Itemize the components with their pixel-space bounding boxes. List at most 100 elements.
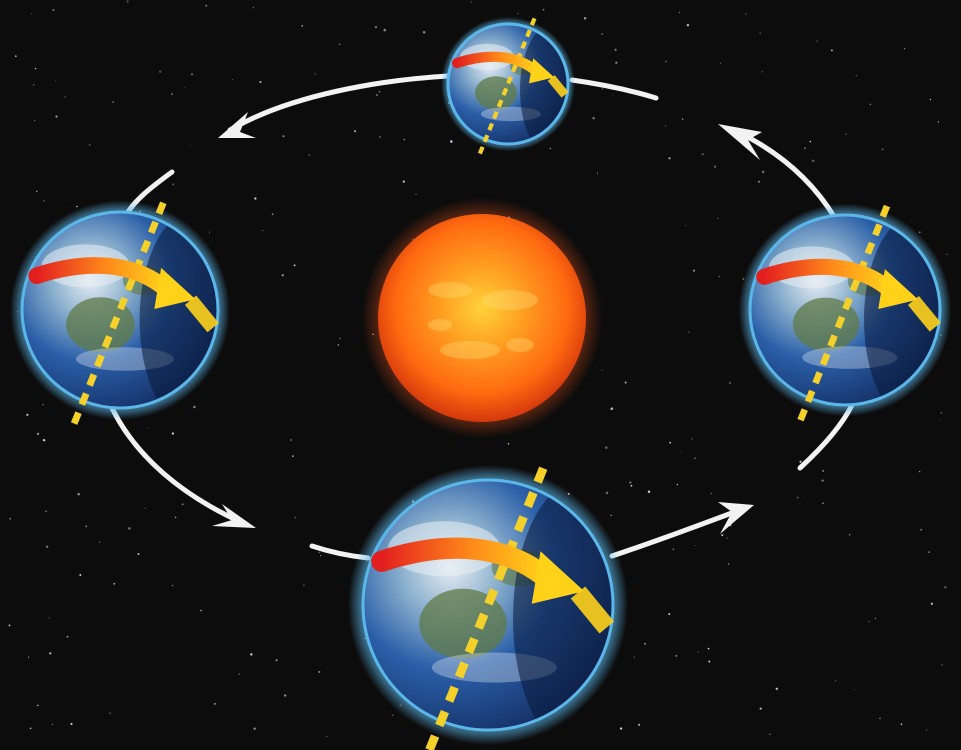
star [830, 49, 833, 52]
sun-body [378, 214, 586, 422]
star [668, 157, 671, 160]
star [944, 586, 947, 589]
star [610, 514, 612, 517]
star [177, 643, 179, 644]
star [55, 80, 56, 82]
star [940, 412, 943, 414]
star [391, 714, 394, 717]
star [338, 43, 341, 46]
star [208, 231, 210, 233]
star [422, 31, 426, 34]
star [275, 659, 278, 662]
star [374, 25, 378, 29]
star [919, 471, 921, 473]
star [158, 70, 162, 73]
star [48, 617, 50, 619]
star [629, 481, 632, 484]
star [928, 551, 930, 553]
star [619, 727, 623, 730]
star [517, 13, 519, 15]
night-shadow [139, 212, 218, 408]
star [644, 642, 646, 645]
star [681, 118, 684, 120]
star [318, 551, 321, 554]
star [415, 193, 417, 195]
star [293, 264, 296, 267]
star [113, 582, 116, 585]
land-mass [475, 76, 517, 110]
orbit-arrowheads [212, 112, 762, 534]
star [630, 484, 633, 487]
star [879, 717, 881, 720]
star [675, 655, 678, 657]
star [929, 98, 932, 101]
star [605, 491, 609, 495]
night-shadow [520, 24, 568, 144]
star [669, 441, 672, 444]
star [611, 94, 613, 96]
star [710, 492, 712, 494]
star [691, 438, 693, 440]
star [281, 274, 284, 277]
rotation-arrow-tail [907, 295, 941, 332]
star [633, 656, 636, 658]
star [88, 143, 91, 146]
star [761, 70, 764, 73]
star [337, 344, 339, 346]
star [318, 670, 321, 674]
star [685, 225, 687, 227]
orbit-arrow-icon [227, 73, 451, 133]
star [868, 620, 870, 623]
earth-surface [388, 480, 613, 730]
rotation-arrowhead-icon [878, 269, 919, 310]
star [46, 545, 49, 548]
star [319, 555, 322, 557]
star [686, 23, 690, 27]
star [27, 656, 30, 658]
star [694, 545, 696, 546]
star [32, 84, 35, 86]
star [624, 381, 627, 384]
star [52, 8, 55, 12]
star [42, 403, 44, 406]
star [592, 117, 595, 120]
star [707, 647, 710, 650]
star [252, 7, 254, 9]
star [232, 79, 233, 80]
star [76, 205, 78, 208]
star [303, 584, 305, 586]
star [804, 147, 806, 149]
star [717, 217, 719, 220]
star [253, 727, 256, 730]
land-mass [792, 297, 860, 351]
rotation-arrow-tail [570, 586, 614, 634]
land-mass [66, 297, 135, 353]
star [14, 55, 17, 58]
star [31, 13, 33, 15]
star [701, 153, 704, 156]
star [402, 180, 406, 183]
star [507, 443, 510, 445]
star [853, 689, 855, 691]
star [470, 1, 472, 3]
star [353, 130, 357, 133]
star [744, 13, 747, 15]
star [678, 11, 681, 14]
star [42, 438, 46, 442]
star [614, 48, 617, 51]
star [775, 687, 778, 690]
earth-globe-icon [10, 195, 230, 425]
star [378, 90, 381, 93]
atmosphere-rim [361, 478, 615, 732]
star [799, 460, 802, 463]
star [835, 680, 837, 682]
star [172, 183, 175, 186]
star [605, 446, 608, 449]
star [601, 88, 604, 90]
star [250, 653, 253, 656]
star [126, 0, 129, 3]
star [855, 74, 857, 77]
star [647, 490, 651, 494]
star [757, 180, 760, 183]
rotation-arrow-icon [451, 51, 541, 76]
